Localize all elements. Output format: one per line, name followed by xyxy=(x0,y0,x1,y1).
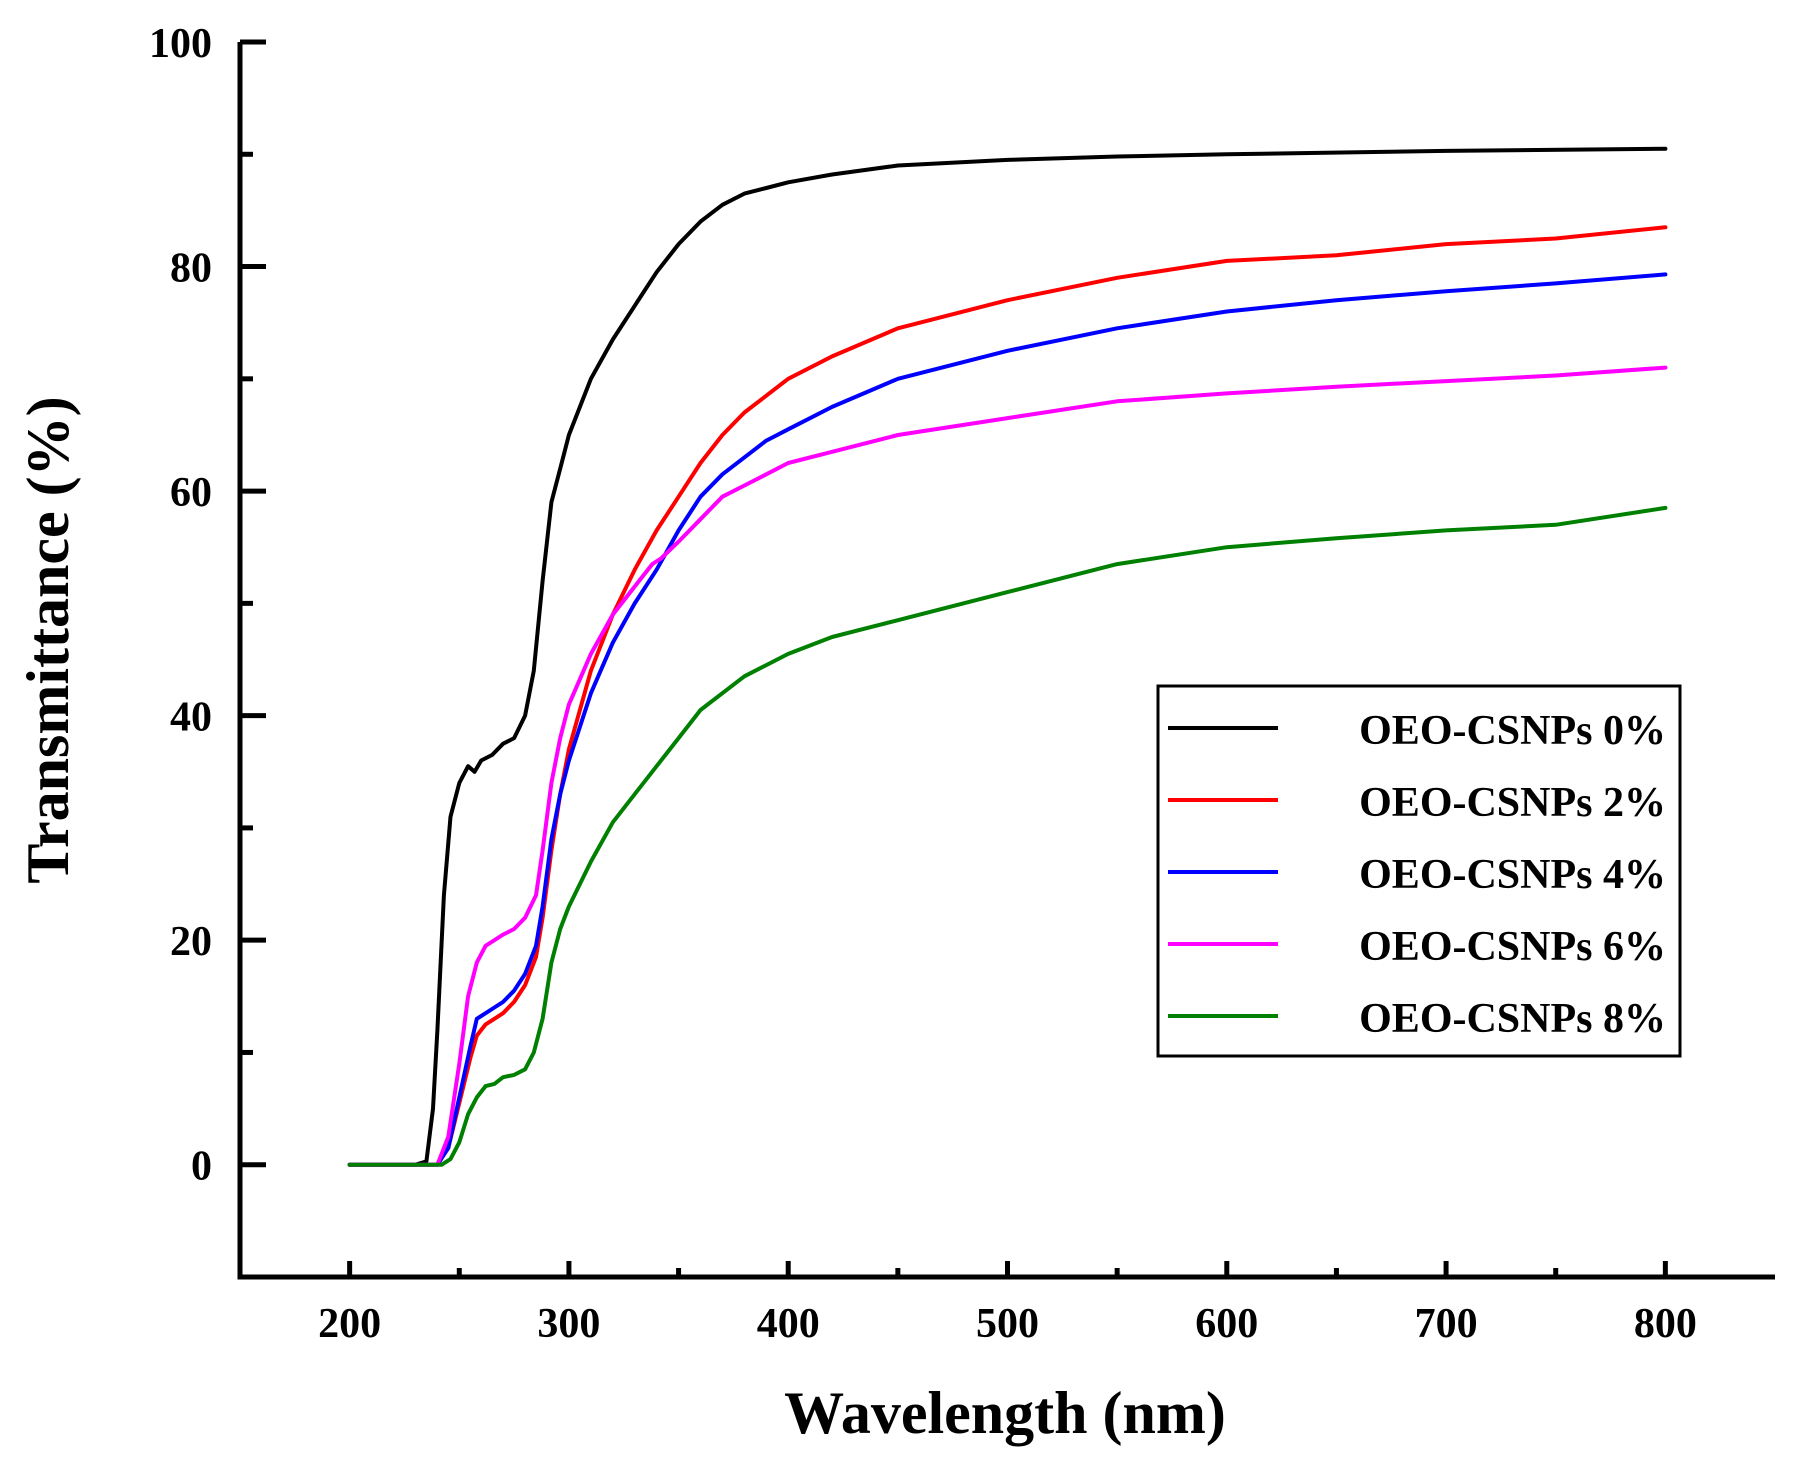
x-tick-label: 200 xyxy=(318,1301,381,1347)
axes: 200 300 400 500 600 700 800 0 20 40 60 80 100 xyxy=(149,21,1775,1347)
y-tick-label: 40 xyxy=(170,695,212,741)
series-line-3 xyxy=(347,365,1668,1167)
legend-label: OEO-CSNPs 2% xyxy=(1359,780,1666,826)
y-tick-label: 0 xyxy=(191,1144,212,1190)
x-tick-label: 400 xyxy=(757,1301,820,1347)
legend: OEO-CSNPs 0% OEO-CSNPs 2% OEO-CSNPs 4% OEO-… xyxy=(1156,684,1682,1058)
x-axis-title: Wavelength (nm) xyxy=(784,1380,1226,1446)
series-line-4 xyxy=(347,505,1668,1167)
y-tick-label: 60 xyxy=(170,470,212,516)
y-tick-label: 100 xyxy=(149,21,212,67)
series-line-2 xyxy=(347,272,1668,1167)
y-axis-title: Transmittance (%) xyxy=(15,396,81,883)
legend-label: OEO-CSNPs 6% xyxy=(1359,924,1666,970)
y-tick-label: 80 xyxy=(170,246,212,292)
plot-area xyxy=(347,146,1668,1167)
legend-label: OEO-CSNPs 4% xyxy=(1359,852,1666,898)
series-line-0 xyxy=(347,146,1668,1167)
x-tick-label: 600 xyxy=(1195,1301,1258,1347)
x-tick-label: 500 xyxy=(976,1301,1039,1347)
y-tick-label: 20 xyxy=(170,919,212,965)
x-tick-label: 700 xyxy=(1415,1301,1478,1347)
x-tick-label: 800 xyxy=(1634,1301,1697,1347)
legend-label: OEO-CSNPs 0% xyxy=(1359,708,1666,754)
x-tick-label: 300 xyxy=(537,1301,600,1347)
legend-label: OEO-CSNPs 8% xyxy=(1359,996,1666,1042)
